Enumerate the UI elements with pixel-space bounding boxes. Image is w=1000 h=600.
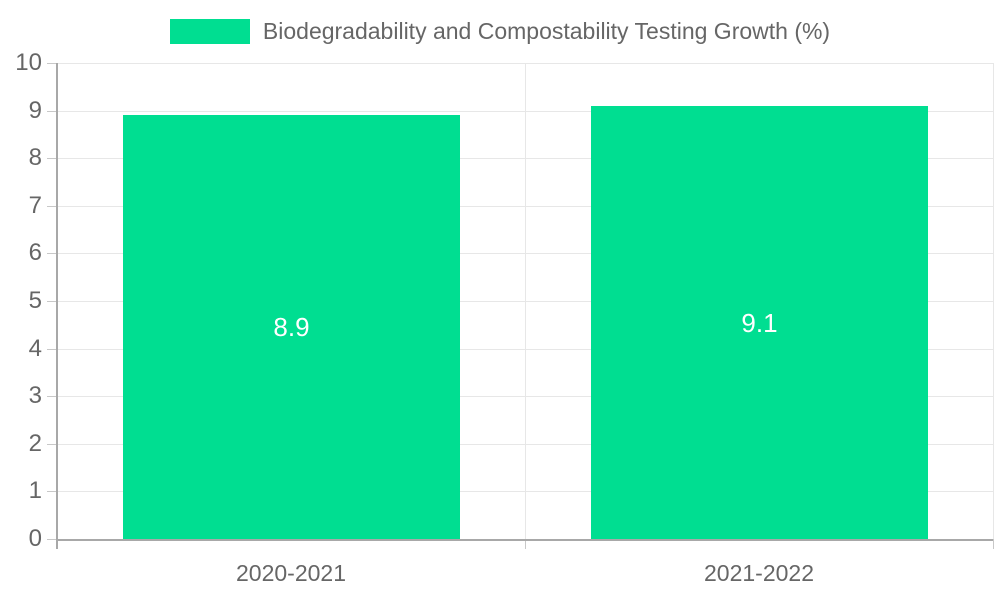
y-axis-tick-label: 8 bbox=[28, 144, 42, 171]
y-axis-tick-label: 2 bbox=[28, 430, 42, 457]
y-axis-tick-label: 5 bbox=[28, 287, 42, 314]
y-axis-line bbox=[56, 63, 58, 549]
y-axis-tick-label: 9 bbox=[28, 97, 42, 124]
bar-value-label: 8.9 bbox=[273, 312, 310, 342]
x-tick-mark bbox=[993, 539, 994, 549]
y-tick-mark bbox=[47, 349, 57, 350]
y-axis-tick-label: 4 bbox=[28, 335, 42, 362]
bar-2021-2022[interactable]: 9.1 bbox=[591, 106, 928, 539]
y-tick-mark bbox=[47, 63, 57, 64]
y-axis-tick-label: 10 bbox=[15, 49, 42, 76]
legend-swatch-icon bbox=[169, 18, 250, 44]
y-axis-tick-label: 7 bbox=[28, 192, 42, 219]
y-tick-mark bbox=[47, 253, 57, 254]
x-axis-category-label: 2020-2021 bbox=[236, 560, 346, 586]
y-tick-mark bbox=[47, 396, 57, 397]
y-axis-tick-label: 0 bbox=[28, 525, 42, 552]
y-axis-tick-label: 6 bbox=[28, 239, 42, 266]
y-tick-mark bbox=[47, 206, 57, 207]
x-tick-mark bbox=[525, 539, 526, 549]
plot-right-border bbox=[993, 63, 994, 539]
y-axis-tick-label: 3 bbox=[28, 382, 42, 409]
y-tick-mark bbox=[47, 158, 57, 159]
category-divider-gridline bbox=[525, 63, 526, 539]
bar-2020-2021[interactable]: 8.9 bbox=[123, 115, 460, 539]
x-axis-line bbox=[56, 539, 993, 541]
y-tick-mark bbox=[47, 444, 57, 445]
y-tick-mark bbox=[47, 539, 57, 540]
bar-value-label: 9.1 bbox=[741, 308, 778, 338]
y-axis-tick-label: 1 bbox=[28, 477, 42, 504]
legend-label: Biodegradability and Compostability Test… bbox=[262, 17, 831, 44]
x-axis-category-label: 2021-2022 bbox=[704, 560, 814, 586]
y-tick-mark bbox=[47, 301, 57, 302]
y-tick-mark bbox=[47, 491, 57, 492]
legend-item[interactable]: Biodegradability and Compostability Test… bbox=[0, 17, 1000, 45]
y-tick-mark bbox=[47, 111, 57, 112]
